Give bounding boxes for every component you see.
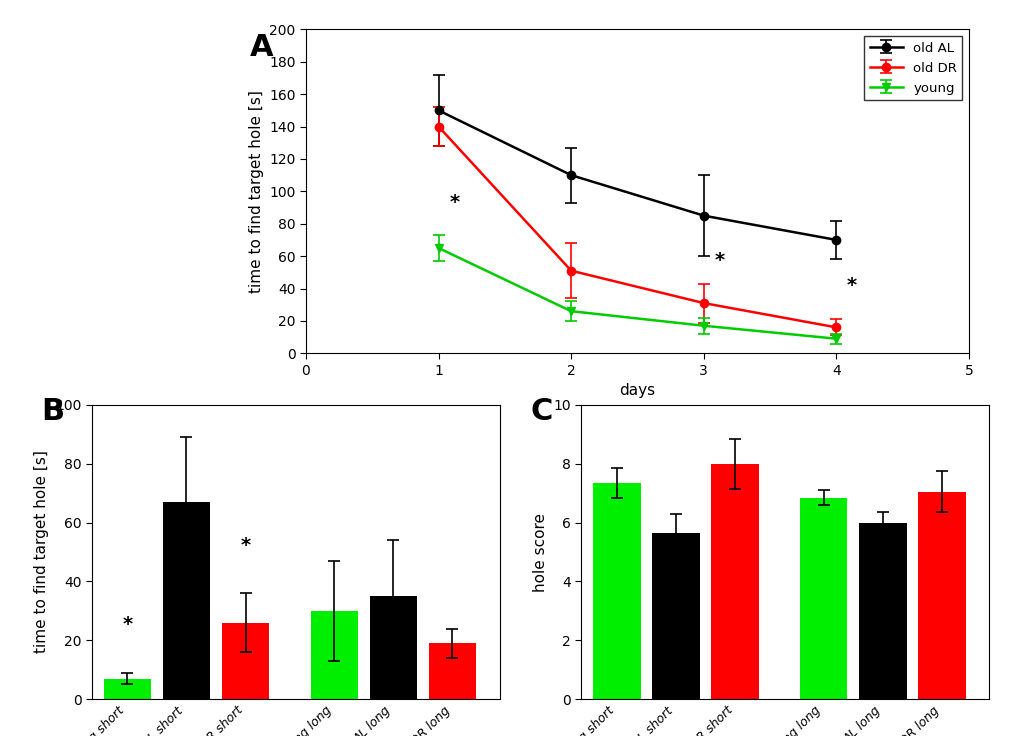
Bar: [222, 623, 269, 699]
Y-axis label: time to find target hole [s]: time to find target hole [s]: [35, 450, 49, 654]
Bar: [310, 611, 358, 699]
Text: C: C: [530, 397, 552, 426]
Bar: [104, 679, 151, 699]
Text: B: B: [41, 397, 64, 426]
X-axis label: days: days: [619, 383, 655, 398]
Text: A: A: [250, 33, 273, 62]
Bar: [428, 643, 476, 699]
Bar: [917, 492, 965, 699]
Bar: [799, 498, 847, 699]
Bar: [858, 523, 906, 699]
Legend: old AL, old DR, young: old AL, old DR, young: [863, 36, 962, 100]
Text: *: *: [846, 276, 856, 295]
Bar: [593, 483, 640, 699]
Bar: [711, 464, 758, 699]
Text: *: *: [448, 193, 459, 212]
Text: *: *: [713, 252, 723, 271]
Text: *: *: [122, 615, 132, 634]
Bar: [652, 533, 699, 699]
Bar: [369, 596, 417, 699]
Y-axis label: time to find target hole [s]: time to find target hole [s]: [249, 90, 263, 293]
Bar: [163, 502, 210, 699]
Text: *: *: [240, 536, 251, 555]
Y-axis label: hole score: hole score: [532, 512, 547, 592]
